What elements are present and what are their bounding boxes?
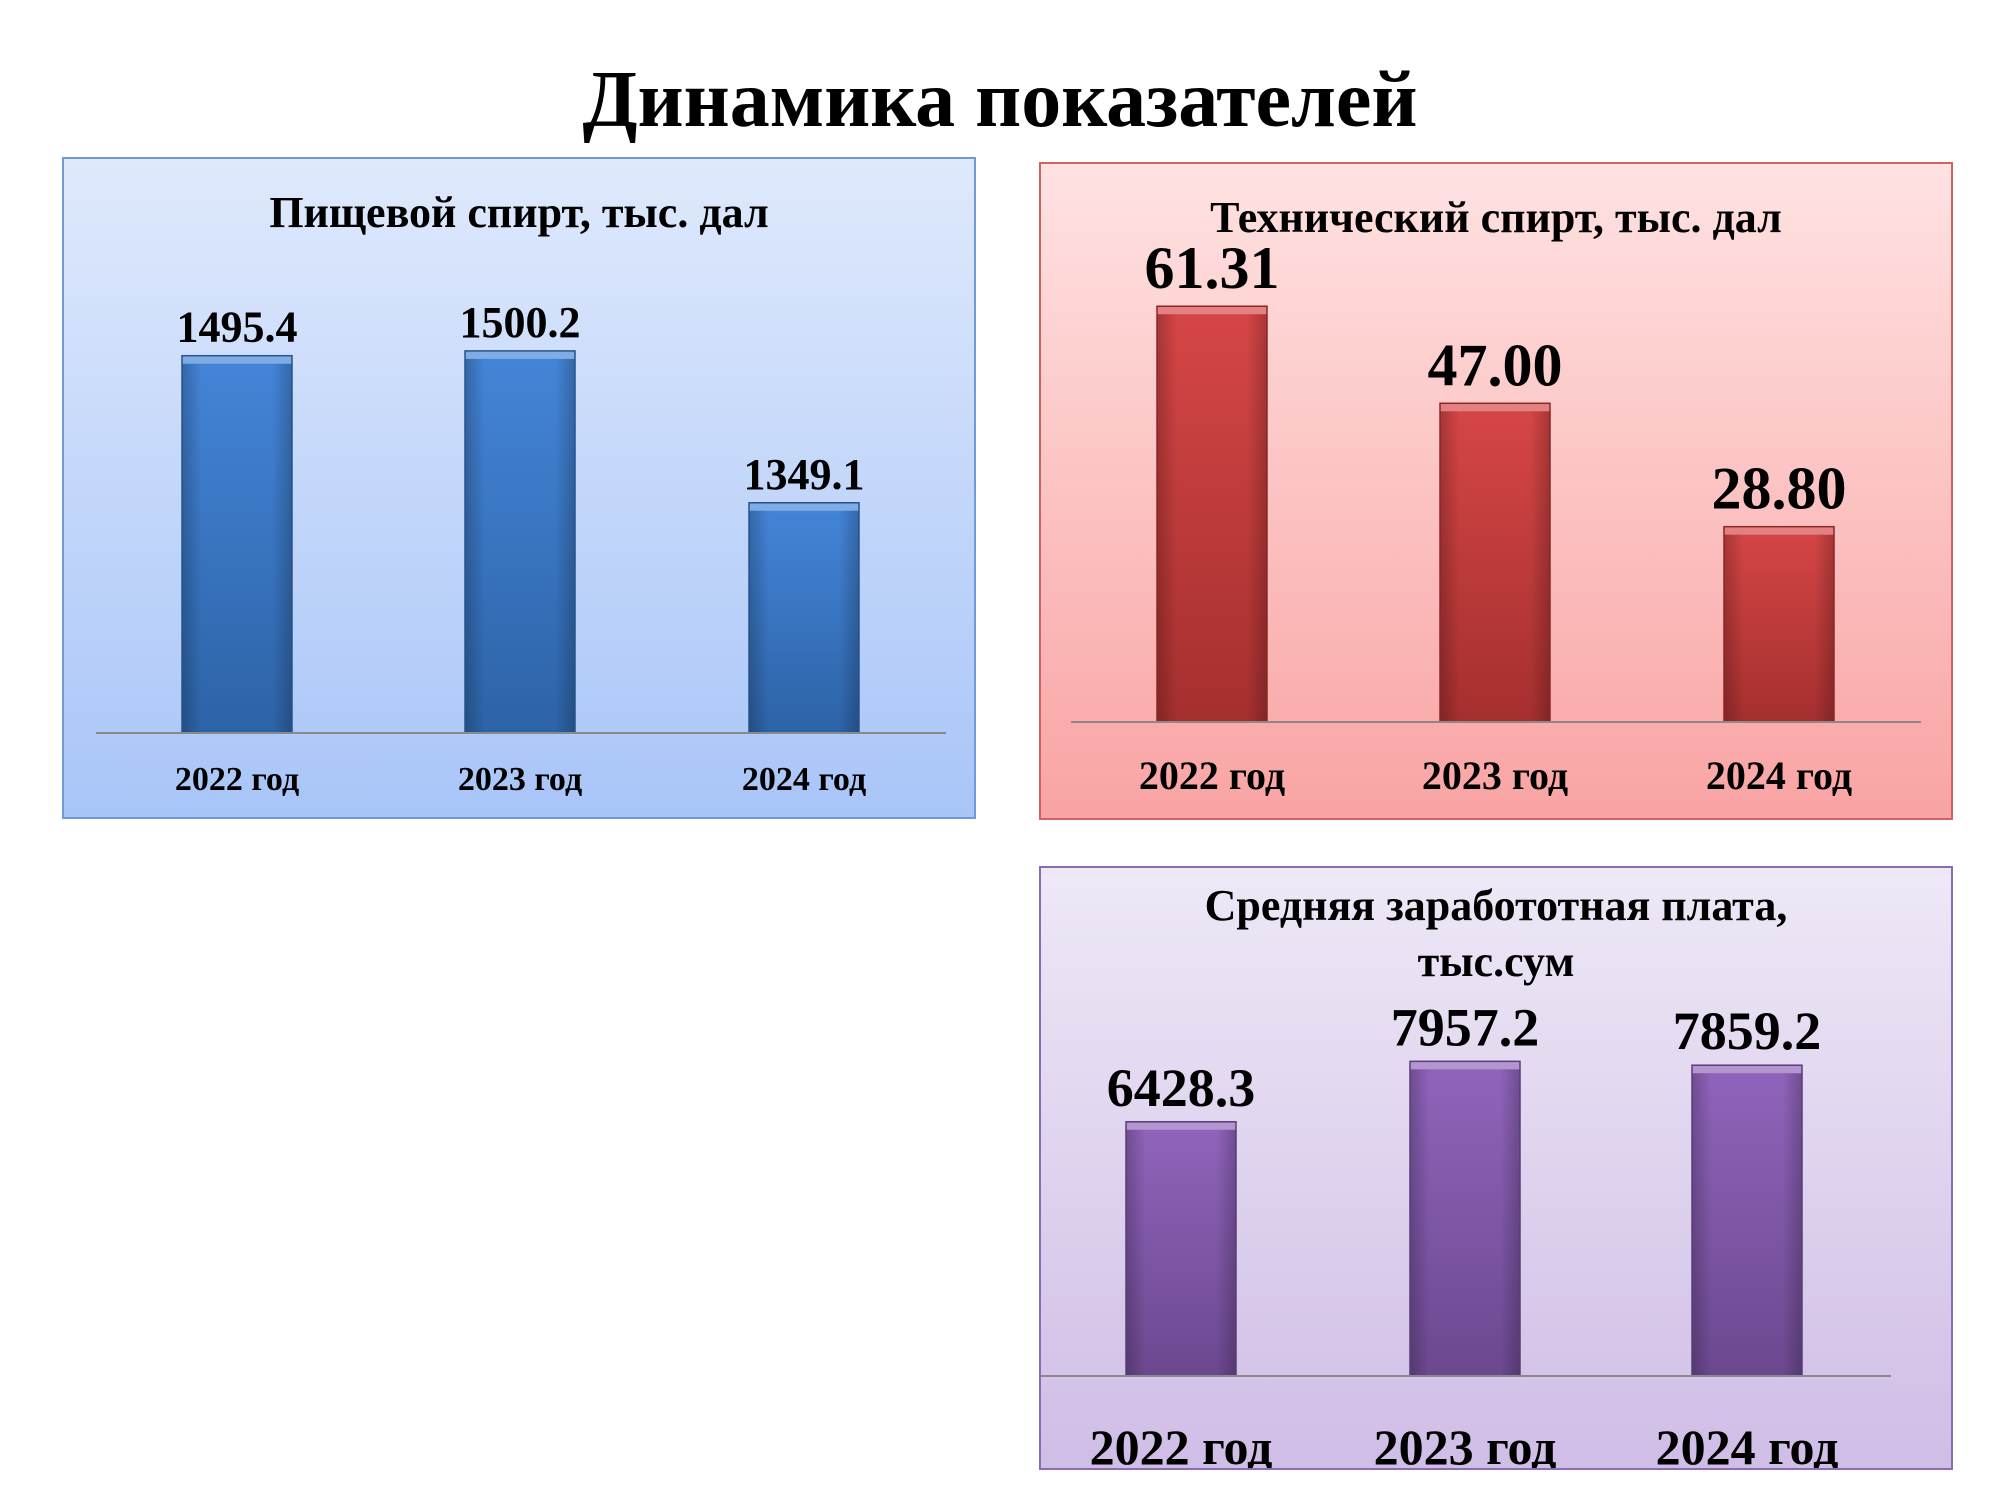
bar-tech-2	[1439, 402, 1551, 723]
bar-food-3	[748, 502, 860, 734]
category-label-tech-2: 2023 год	[1422, 753, 1568, 798]
data-label-tech-1: 61.31	[1145, 235, 1280, 301]
data-label-tech-2: 47.00	[1428, 332, 1563, 398]
bar-tech-1	[1156, 305, 1268, 723]
page-title: Динамика показателей	[582, 56, 1418, 144]
chart-title: Пищевой спирт, тыс. дал	[269, 188, 769, 237]
bar-salary-2	[1409, 1060, 1521, 1377]
category-label-food-3: 2024 год	[742, 761, 866, 798]
chart-food-alcohol: 1495.4 2022 год 1500.2 2023 год 1349.1 2024 г…	[64, 159, 974, 817]
chart-technical-alcohol: 61.31 2022 год 47.00 2023 год 28.80 2024 год	[1041, 164, 1951, 818]
data-label-food-2: 1500.2	[460, 298, 581, 347]
chart-panel-technical-alcohol: 61.31 2022 год 47.00 2023 год 28.80 2024 год …	[1039, 162, 1953, 820]
bar-salary-1	[1125, 1121, 1237, 1377]
bar-food-2	[464, 350, 576, 734]
data-label-food-1: 1495.4	[177, 303, 298, 352]
chart-title: Технический спирт, тыс. дал	[1210, 193, 1782, 242]
chart-title: Средняя заработотная плата, тыс.сум	[1041, 878, 1951, 990]
category-label-tech-3: 2024 год	[1706, 753, 1852, 798]
category-label-salary-2: 2023 год	[1374, 1419, 1557, 1470]
category-label-food-1: 2022 год	[175, 761, 299, 798]
data-label-salary-1: 6428.3	[1107, 1058, 1256, 1118]
chart-average-salary: 6428.3 2022 год 7957.2 2023 год 7859.2 2024 г…	[1041, 868, 1951, 1470]
chart-title-line-1: Средняя заработотная плата,	[1204, 881, 1788, 930]
chart-title-line-2: тыс.сум	[1417, 937, 1575, 986]
chart-panel-average-salary: 6428.3 2022 год 7957.2 2023 год 7859.2 2024 г…	[1039, 866, 1953, 1470]
data-label-salary-3: 7859.2	[1673, 1001, 1822, 1061]
category-label-tech-1: 2022 год	[1139, 753, 1285, 798]
category-label-salary-3: 2024 год	[1656, 1419, 1839, 1470]
category-label-food-2: 2023 год	[458, 761, 582, 798]
chart-panel-food-alcohol: 1495.4 2022 год 1500.2 2023 год 1349.1 2024 г…	[62, 157, 976, 819]
data-label-tech-3: 28.80	[1712, 456, 1847, 522]
data-label-salary-2: 7957.2	[1391, 997, 1540, 1057]
bar-food-1	[181, 354, 293, 734]
bar-salary-3	[1691, 1064, 1803, 1377]
bar-tech-3	[1723, 525, 1835, 723]
category-label-salary-1: 2022 год	[1090, 1419, 1273, 1470]
data-label-food-3: 1349.1	[744, 450, 865, 499]
